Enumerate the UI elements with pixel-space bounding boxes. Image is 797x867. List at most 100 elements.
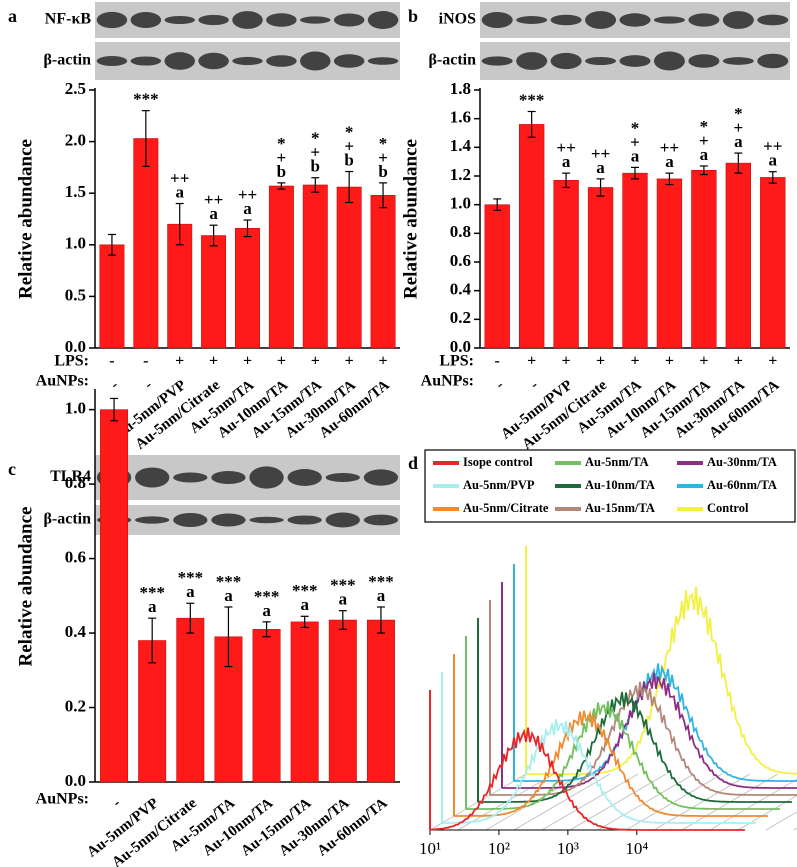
panel-label: c [8, 459, 16, 479]
blot-band [300, 16, 331, 24]
category-label: - [527, 377, 541, 393]
significance-label: a [769, 151, 778, 170]
significance-label: a [175, 182, 184, 201]
bar [201, 235, 227, 349]
significance-label: * [700, 117, 709, 136]
significance-label: b [378, 162, 387, 181]
blot-band [249, 466, 284, 489]
bar [133, 138, 159, 349]
bar [553, 180, 579, 349]
significance-label: *** [133, 90, 159, 109]
blot-band [619, 55, 651, 67]
blot-band [300, 51, 331, 71]
x-tick-label: 10⁴ [625, 839, 648, 858]
significance-label: *** [139, 583, 165, 602]
lps-label: + [562, 353, 571, 370]
blot-band [135, 467, 170, 488]
significance-label: ++ [204, 190, 223, 209]
y-tick-label: 0.4 [450, 280, 472, 299]
significance-label: ++ [238, 185, 257, 204]
legend-label: Au-10nm/TA [585, 478, 655, 492]
y-tick-label: 1.0 [65, 399, 86, 418]
significance-label: a [596, 158, 605, 177]
significance-label: * [631, 118, 640, 137]
y-tick-label: 0.8 [65, 473, 86, 492]
lps-label: + [665, 353, 674, 370]
blot-band [516, 16, 548, 24]
significance-label: b [277, 162, 286, 181]
bar [268, 185, 294, 349]
blot-band [688, 54, 720, 68]
blot-band [198, 52, 229, 70]
significance-label: a [300, 595, 309, 614]
significance-label: a [262, 601, 271, 620]
bar [328, 619, 357, 783]
significance-label: + [344, 136, 354, 155]
y-axis-label: Relative abundance [400, 139, 421, 299]
histogram-curve [466, 700, 780, 810]
blot-band [333, 54, 365, 68]
blot-band [481, 56, 513, 66]
significance-label: a [631, 146, 640, 165]
blot-band [266, 55, 297, 67]
y-tick-label: 0.2 [65, 696, 86, 715]
significance-label: *** [330, 576, 356, 595]
significance-label: a [186, 582, 195, 601]
significance-label: a [339, 590, 348, 609]
row-label: AuNPs: [36, 791, 89, 808]
row-label: LPS: [439, 353, 474, 370]
y-tick-label: 1.4 [450, 136, 472, 155]
blot-band [287, 469, 322, 486]
blot-label: β-actin [43, 511, 91, 528]
x-tick-label: 10¹ [419, 839, 441, 858]
histogram-curve [514, 663, 797, 782]
legend-label: Au-30nm/TA [707, 455, 777, 469]
blot-band [173, 472, 208, 483]
bar [519, 124, 545, 349]
blot-band [585, 56, 617, 66]
blot-band [619, 13, 651, 27]
significance-label: ++ [763, 137, 782, 156]
blot-band [96, 55, 128, 67]
significance-label: a [665, 152, 674, 171]
significance-label: b [311, 157, 320, 176]
y-tick-label: 0.4 [65, 622, 87, 641]
legend-box [424, 449, 796, 523]
blot-band [550, 14, 582, 26]
significance-label: + [733, 118, 743, 137]
blot-band [287, 515, 322, 525]
blot-band [585, 11, 617, 29]
significance-label: ++ [170, 168, 189, 187]
y-tick-label: 1.0 [450, 194, 471, 213]
y-tick-label: 0.2 [450, 308, 471, 327]
blot-band [333, 13, 365, 27]
blot-band [96, 11, 128, 29]
blot-band [130, 11, 162, 29]
lps-label: + [527, 353, 536, 370]
x-tick-label: 10² [488, 839, 510, 858]
lps-label: + [311, 353, 320, 370]
blot-band [757, 53, 789, 69]
significance-label: * [734, 104, 743, 123]
bar [336, 186, 362, 349]
blot-band [325, 512, 360, 528]
blot-band [367, 57, 399, 65]
significance-label: a [148, 597, 157, 616]
blot-band [164, 52, 195, 70]
bar [99, 244, 125, 349]
y-tick-label: 0.0 [450, 337, 471, 356]
category-label: - [493, 377, 507, 393]
significance-label: *** [216, 572, 242, 591]
y-tick-label: 2.0 [65, 131, 86, 150]
significance-label: a [377, 586, 386, 605]
significance-label: + [378, 148, 388, 167]
category-label: - [110, 795, 124, 811]
bar [725, 162, 751, 349]
lps-label: + [277, 353, 286, 370]
y-tick-label: 0.0 [65, 771, 86, 790]
y-axis-label: Relative abundance [15, 507, 36, 667]
lps-label: + [345, 353, 354, 370]
blot-band [550, 52, 582, 70]
significance-label: a [562, 152, 571, 171]
y-tick-label: 1.8 [450, 79, 471, 98]
